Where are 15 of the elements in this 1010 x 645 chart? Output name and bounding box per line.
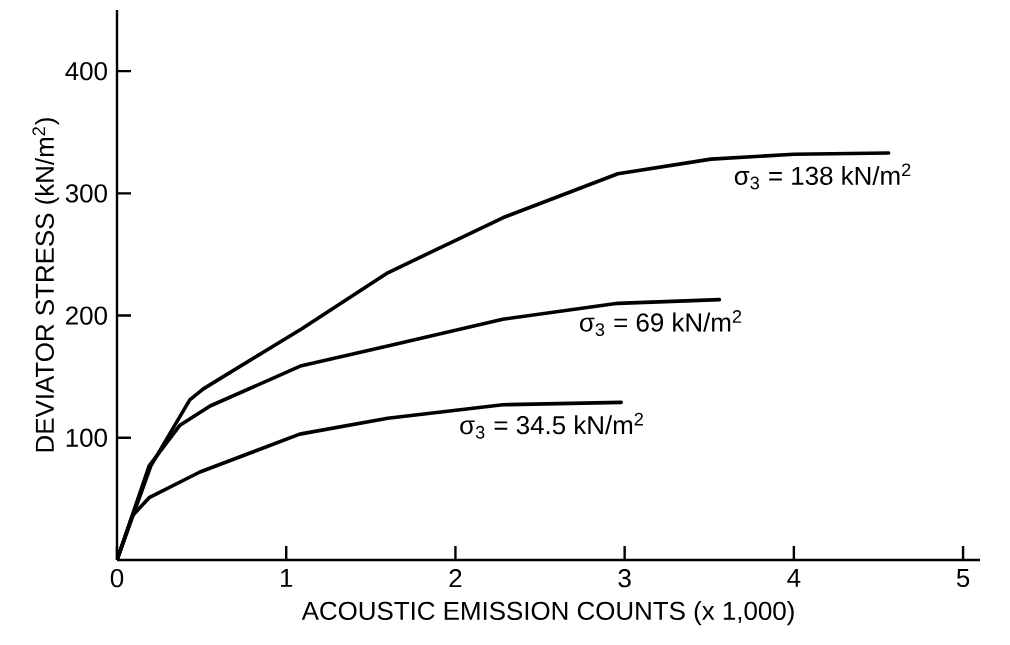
y-axis-title: DEVIATOR STRESS (kN/m$^{2}$) <box>32 118 60 452</box>
x-tick-label: 2 <box>449 569 462 588</box>
y-tick-label: 400 <box>65 61 107 81</box>
x-axis-title: ACOUSTIC EMISSION COUNTS (x 1,000) <box>301 601 794 626</box>
x-tick-label: 1 <box>280 569 293 587</box>
x-tick-label: 4 <box>787 569 801 587</box>
series-label: σ$_{3}$ = 34.5 kN/m$^{2}$ <box>460 412 643 439</box>
x-tick-label: 5 <box>956 569 970 588</box>
x-tick-label: 3 <box>618 569 631 588</box>
y-tick-label: 100 <box>66 428 107 447</box>
y-tick-label: 300 <box>65 184 107 203</box>
series-label: σ$_{3}$ = 138 kN/m$^{2}$ <box>734 163 911 190</box>
x-tick-label: 0 <box>110 569 124 588</box>
y-tick-label: 200 <box>66 306 107 325</box>
series-label: σ$_{3}$ = 69 kN/m$^{2}$ <box>580 310 742 337</box>
